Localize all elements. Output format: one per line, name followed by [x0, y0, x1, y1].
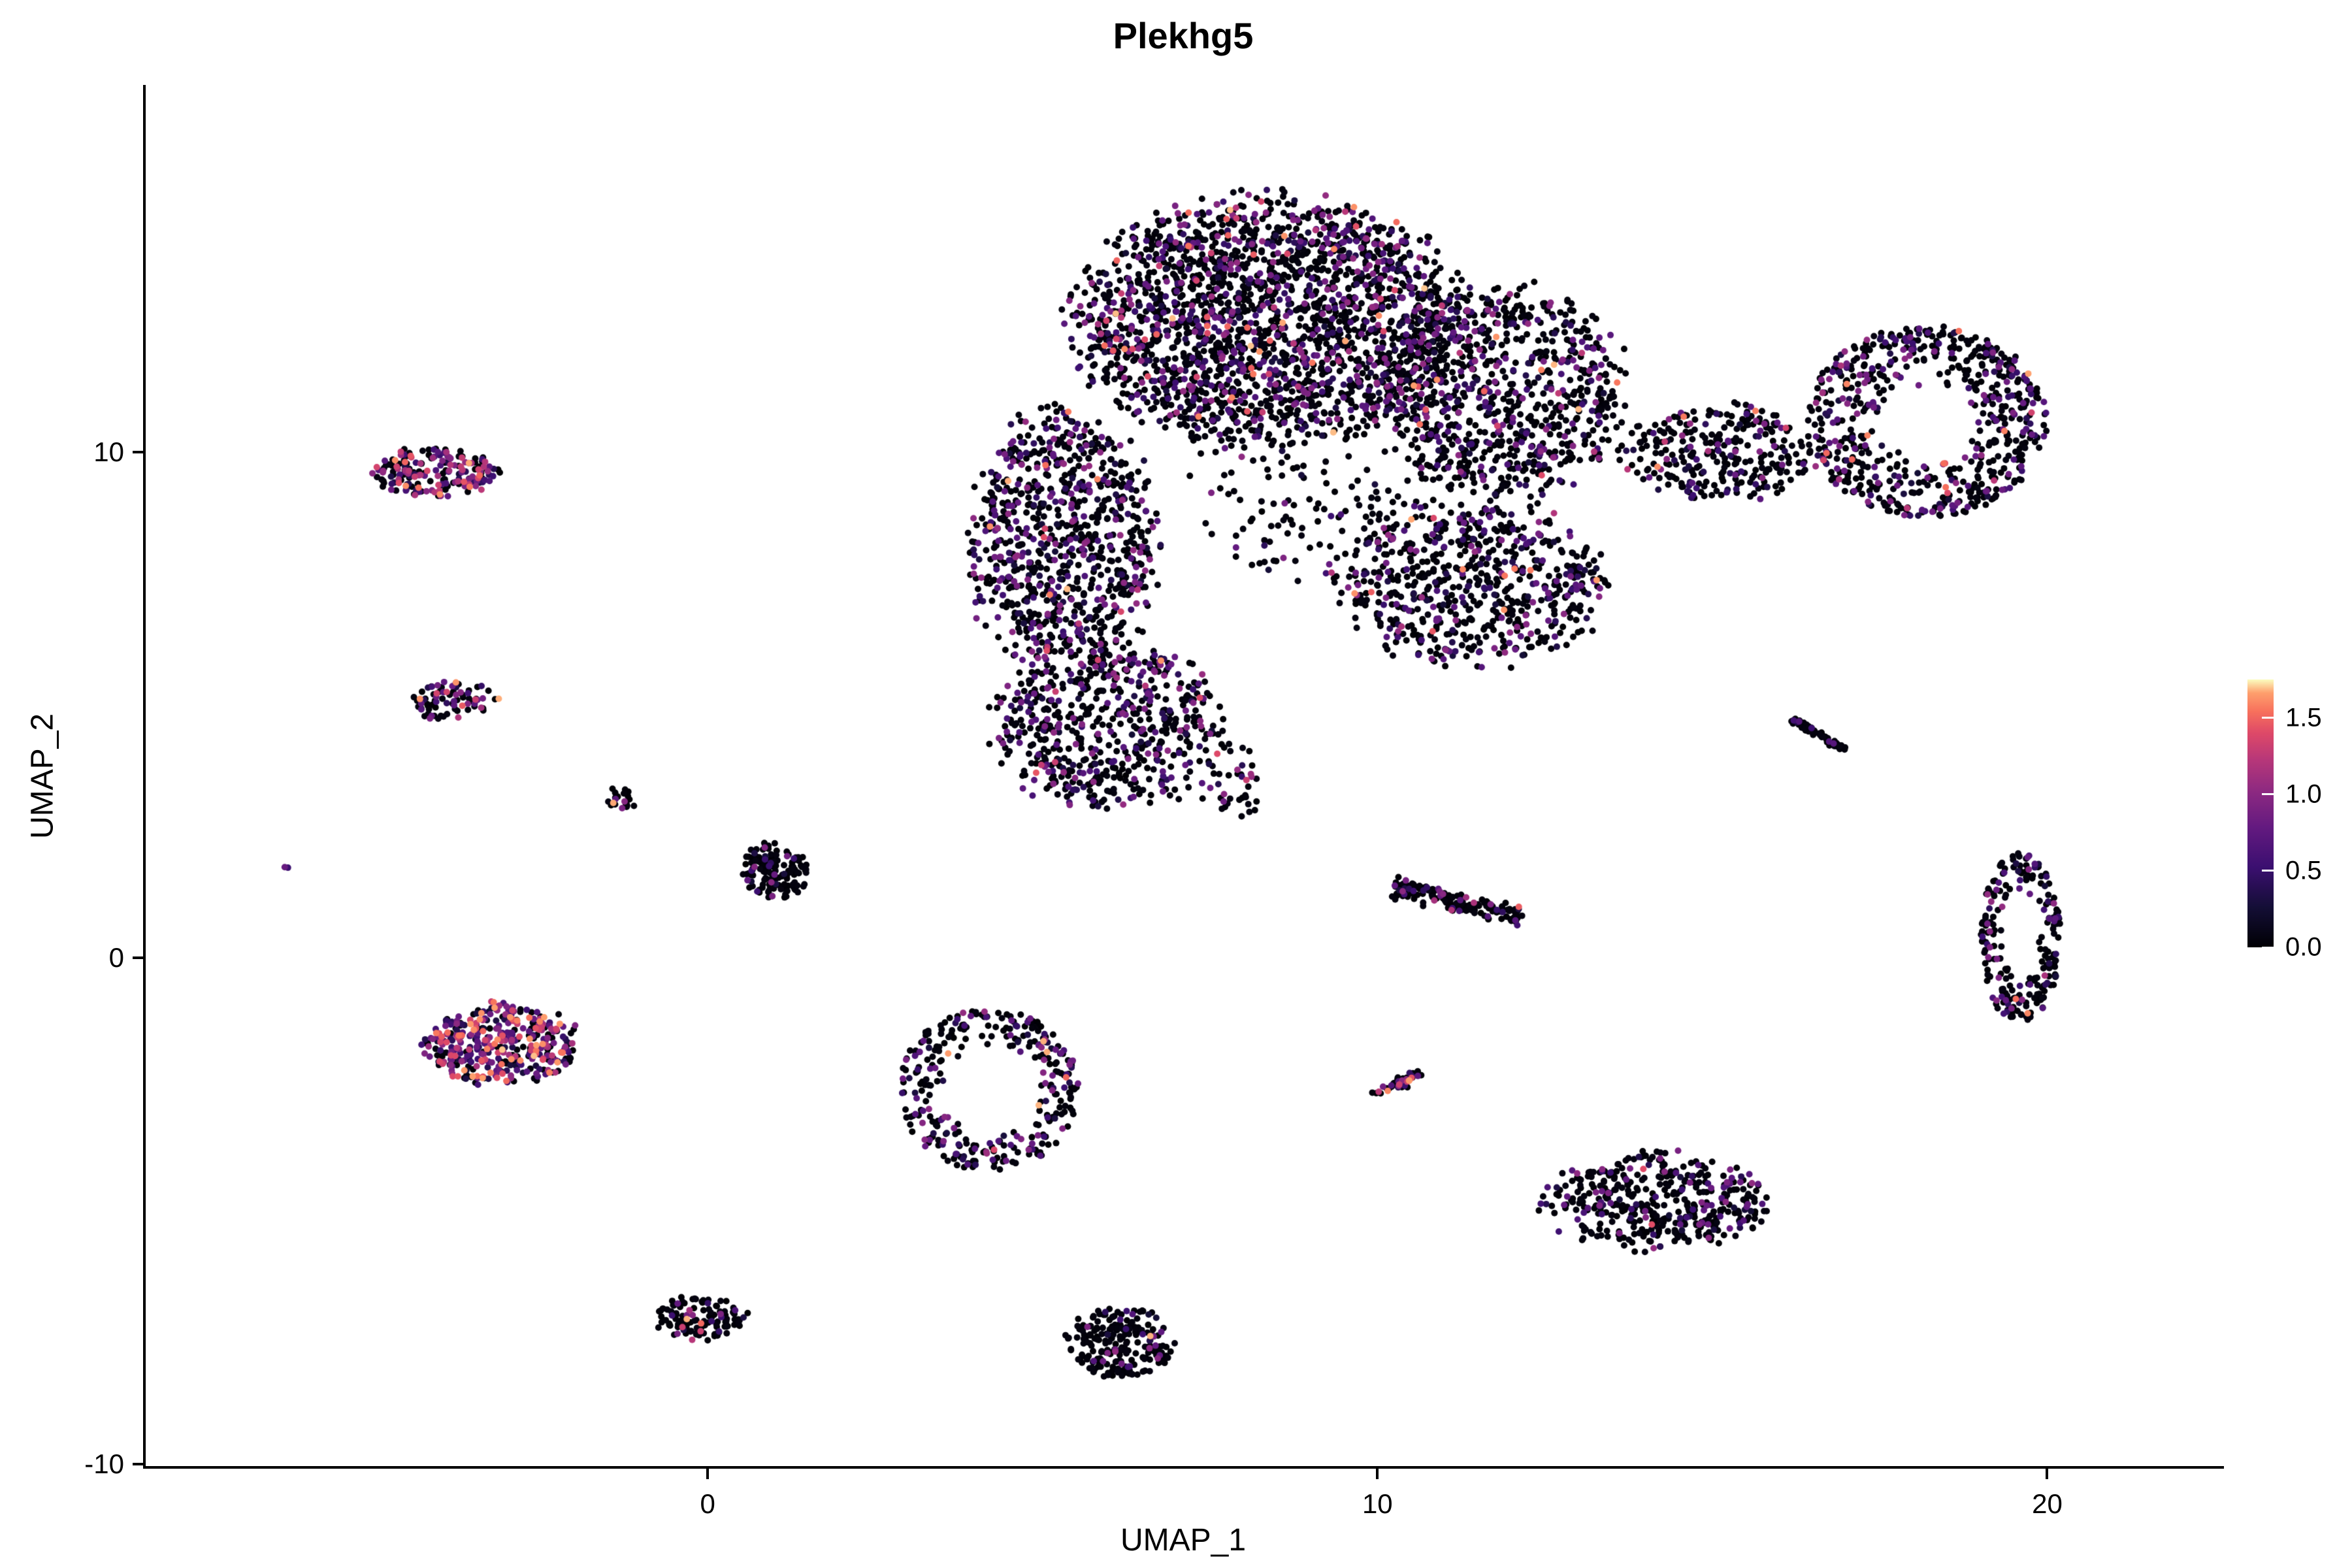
y-tick-mark [133, 956, 143, 960]
colorbar-tick-mark [2262, 870, 2274, 872]
x-tick-mark [1376, 1469, 1379, 1479]
chart-title: Plekhg5 [1113, 15, 1254, 56]
colorbar-tick-label: 0.0 [2285, 932, 2322, 962]
y-tick-mark [133, 1463, 143, 1466]
y-tick-label: 10 [93, 436, 124, 467]
colorbar-tick-mark [2262, 793, 2274, 796]
y-axis-line [143, 85, 146, 1469]
colorbar-tick-label: 1.0 [2285, 779, 2322, 809]
y-tick-label: -10 [84, 1448, 124, 1480]
x-axis-line [143, 1466, 2224, 1469]
x-tick-label: 0 [700, 1488, 715, 1519]
colorbar-gradient [2247, 679, 2274, 947]
colorbar-tick-label: 0.5 [2285, 856, 2322, 885]
colorbar-tick-mark [2262, 717, 2274, 719]
colorbar-tick-mark [2262, 946, 2274, 949]
y-axis-title: UMAP_2 [25, 713, 60, 840]
y-tick-label: 0 [108, 942, 124, 973]
x-tick-label: 10 [1362, 1488, 1393, 1519]
x-tick-mark [2046, 1469, 2049, 1479]
x-axis-title: UMAP_1 [1120, 1523, 1247, 1558]
colorbar-legend: 1.5 1.0 0.5 0.0 [2247, 679, 2352, 962]
x-tick-mark [706, 1469, 710, 1479]
y-tick-mark [133, 450, 143, 453]
x-tick-label: 20 [2032, 1488, 2063, 1519]
colorbar-tick-label: 1.5 [2285, 703, 2322, 732]
